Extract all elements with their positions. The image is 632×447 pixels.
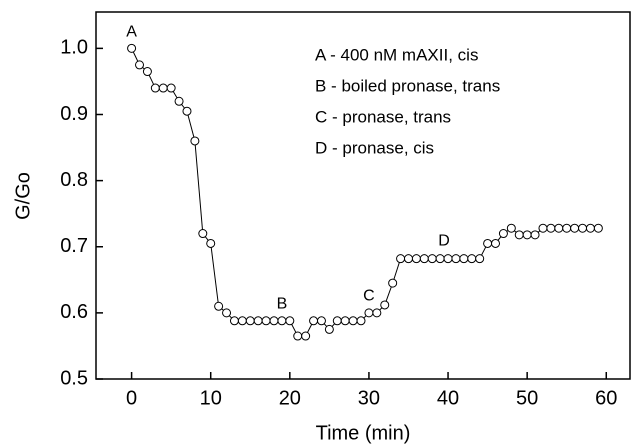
- data-point: [506, 223, 516, 233]
- data-point: [316, 316, 326, 326]
- data-point: [324, 324, 334, 334]
- data-point: [530, 230, 540, 240]
- annotation: A: [126, 24, 137, 41]
- x-tick-label: 20: [279, 387, 301, 409]
- data-point: [309, 316, 319, 326]
- data-point: [293, 331, 303, 341]
- data-point: [158, 83, 168, 93]
- data-point: [364, 308, 374, 318]
- data-point: [253, 316, 263, 326]
- data-point: [348, 316, 358, 326]
- data-point: [578, 223, 588, 233]
- y-tick-label: 0.7: [60, 235, 88, 257]
- data-point: [388, 278, 398, 288]
- data-point: [245, 316, 255, 326]
- data-point: [372, 308, 382, 318]
- data-point: [182, 106, 192, 116]
- data-point: [127, 43, 137, 53]
- data-point: [593, 223, 603, 233]
- data-point: [522, 230, 532, 240]
- data-point: [538, 223, 548, 233]
- data-point: [585, 223, 595, 233]
- data-point: [135, 60, 145, 70]
- data-point: [562, 223, 572, 233]
- data-point: [166, 83, 176, 93]
- x-tick-label: 10: [200, 387, 222, 409]
- data-point: [443, 254, 453, 264]
- x-tick-label: 60: [595, 387, 617, 409]
- y-tick-label: 0.8: [60, 169, 88, 191]
- data-point: [396, 254, 406, 264]
- x-tick-label: 30: [358, 387, 380, 409]
- data-point: [451, 254, 461, 264]
- plot-frame: [95, 11, 631, 380]
- y-axis-label: G/Go: [12, 172, 34, 220]
- y-tick-label: 1.0: [60, 37, 88, 59]
- data-point: [498, 229, 508, 239]
- data-point: [150, 83, 160, 93]
- data-point: [269, 316, 279, 326]
- data-point: [380, 300, 390, 310]
- data-point: [206, 238, 216, 248]
- data-point: [190, 136, 200, 146]
- data-point: [546, 223, 556, 233]
- data-point: [435, 254, 445, 264]
- note: C - pronase, trans: [315, 107, 451, 126]
- data-point: [475, 254, 485, 264]
- note: A - 400 nM mAXII, cis: [315, 45, 478, 64]
- data-point: [356, 316, 366, 326]
- y-tick-label: 0.6: [60, 301, 88, 323]
- data-point: [285, 316, 295, 326]
- data-point: [570, 223, 580, 233]
- data-point: [277, 316, 287, 326]
- data-point: [419, 254, 429, 264]
- data-point: [229, 316, 239, 326]
- data-point: [411, 254, 421, 264]
- data-point: [483, 238, 493, 248]
- data-point: [514, 230, 524, 240]
- data-point: [554, 223, 564, 233]
- note: B - boiled pronase, trans: [315, 76, 500, 95]
- data-point: [214, 301, 224, 311]
- annotation: D: [438, 233, 450, 250]
- x-tick-label: 40: [437, 387, 459, 409]
- x-tick-label: 0: [126, 387, 137, 409]
- data-point: [237, 316, 247, 326]
- data-point: [427, 254, 437, 264]
- x-axis-label: Time (min): [316, 422, 411, 444]
- data-point: [222, 308, 232, 318]
- data-point: [198, 229, 208, 239]
- data-point: [491, 238, 501, 248]
- data-point: [332, 316, 342, 326]
- data-point: [261, 316, 271, 326]
- data-point: [340, 316, 350, 326]
- data-point: [174, 96, 184, 106]
- data-point: [467, 254, 477, 264]
- data-point: [301, 331, 311, 341]
- annotation: C: [363, 288, 375, 305]
- data-point: [459, 254, 469, 264]
- data-point: [403, 254, 413, 264]
- note: D - pronase, cis: [315, 138, 434, 157]
- annotation: B: [277, 295, 288, 312]
- y-tick-label: 0.5: [60, 367, 88, 389]
- x-tick-label: 50: [516, 387, 538, 409]
- y-tick-label: 0.9: [60, 103, 88, 125]
- data-point: [142, 67, 152, 77]
